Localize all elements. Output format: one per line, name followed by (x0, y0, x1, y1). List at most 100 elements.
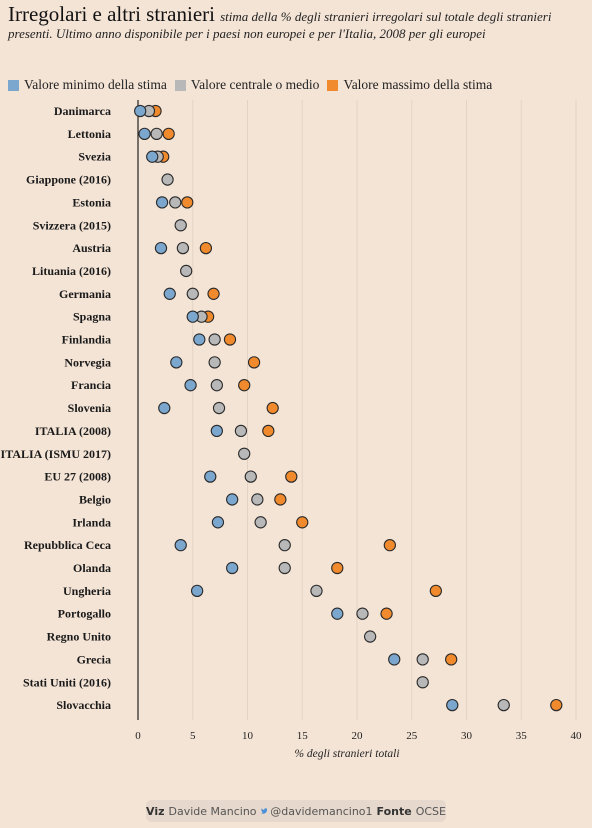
point-min (331, 607, 344, 620)
point-max (296, 516, 309, 529)
point-min (388, 653, 401, 666)
point-mid (251, 493, 264, 506)
point-mid (497, 698, 510, 712)
point-max (445, 653, 458, 666)
y-category-label: Giappone (2016) (26, 173, 111, 187)
point-min (226, 493, 239, 506)
footer-credits: Viz Davide Mancino @davidemancino1 Fonte… (146, 800, 446, 822)
y-category-label: Belgio (79, 492, 111, 506)
point-max (266, 401, 279, 415)
chart-subtitle: stima della % degli stranieri irregolari… (8, 9, 552, 41)
point-mid (310, 584, 323, 597)
point-mid (169, 196, 182, 209)
y-category-label: Svizzera (2015) (33, 218, 111, 232)
point-max (383, 539, 396, 552)
point-mid (278, 539, 291, 552)
y-category-label: Norvegia (64, 355, 111, 369)
point-min (146, 150, 159, 163)
x-tick-label: 30 (461, 730, 473, 742)
point-min (210, 424, 223, 438)
y-category-label: ITALIA (ISMU 2017) (1, 447, 111, 461)
chart-plot: 0 5 10 15 20 25 30 35 40 % degli stranieri totali… (1, 100, 583, 760)
legend-swatch-mid (174, 79, 186, 91)
point-mid (416, 676, 429, 689)
point-mid (363, 630, 377, 643)
twitter-bird-icon (260, 808, 268, 814)
x-tick-label: 15 (297, 730, 309, 742)
point-mid (238, 447, 251, 460)
point-min (158, 401, 171, 415)
chart-header: Irregolari e altri stranieri stima della… (8, 4, 586, 42)
point-min (446, 698, 459, 712)
y-category-label: Regno Unito (47, 630, 111, 644)
point-max (238, 379, 251, 392)
y-category-label: Portogallo (58, 607, 111, 621)
point-mid (254, 516, 267, 529)
footer-source: OCSE (415, 804, 446, 818)
legend-label-max: Valore massimo della stima (343, 77, 493, 92)
point-mid (244, 470, 257, 483)
point-mid (174, 219, 187, 232)
y-category-label: Lituania (2016) (32, 264, 111, 278)
point-max (331, 561, 344, 575)
point-mid (356, 607, 369, 620)
y-category-label: Ungheria (63, 584, 111, 598)
y-category-label: Slovenia (68, 401, 111, 415)
y-category-label: Irlanda (72, 515, 111, 529)
point-min (163, 287, 176, 300)
point-min (190, 584, 204, 597)
point-min (174, 539, 187, 552)
point-min (138, 127, 151, 140)
point-mid (161, 173, 174, 186)
point-mid (212, 401, 226, 415)
x-tick-label: 10 (242, 730, 254, 742)
legend-swatch-max (327, 79, 339, 91)
y-category-label: Lettonia (68, 127, 111, 141)
point-mid (416, 653, 429, 666)
legend-item-max: Valore massimo della stima (327, 77, 492, 93)
point-min (193, 333, 206, 346)
point-max (550, 698, 563, 712)
point-max (262, 424, 275, 438)
legend-swatch-min (8, 79, 19, 91)
footer-viz-label: Viz (146, 804, 165, 818)
point-mid (208, 356, 221, 369)
point-max (380, 607, 393, 620)
y-category-label: Estonia (72, 195, 111, 209)
y-category-label: Spagna (73, 310, 111, 324)
x-axis-label: % degli stranieri totali (294, 748, 399, 760)
y-category-label: Olanda (73, 561, 111, 575)
point-max (199, 241, 213, 255)
x-tick-label: 20 (352, 730, 364, 742)
y-category-label: Slovacchia (56, 698, 111, 712)
point-max (274, 493, 287, 506)
point-max (181, 196, 194, 209)
point-mid (234, 424, 248, 438)
point-mid (180, 264, 193, 278)
point-mid (186, 287, 199, 300)
legend-item-mid: Valore centrale o medio (174, 77, 320, 93)
y-category-label: Stati Uniti (2016) (23, 675, 111, 689)
chart-title: Irregolari e altri stranieri (8, 2, 215, 26)
footer-viz-author: Davide Mancino (168, 804, 257, 818)
point-max (207, 287, 220, 300)
legend-item-min: Valore minimo della stima (8, 77, 167, 93)
point-mid (176, 241, 190, 255)
legend-label-min: Valore minimo della stima (24, 77, 167, 92)
point-min (204, 470, 217, 483)
legend-label-mid: Valore centrale o medio (190, 77, 320, 92)
point-mid (278, 561, 291, 575)
point-mid (150, 127, 163, 140)
y-category-label: Francia (71, 378, 111, 392)
x-tick-label: 0 (135, 730, 141, 742)
y-category-label: Austria (72, 241, 111, 255)
point-max (162, 127, 175, 140)
point-min (155, 196, 169, 209)
x-tick-label: 25 (406, 730, 418, 742)
point-min (186, 310, 199, 323)
x-tick-label: 40 (571, 730, 583, 742)
x-tick-label: 35 (516, 730, 528, 742)
y-category-label: EU 27 (2008) (44, 470, 111, 484)
footer-handle: @davidemancino1 (270, 804, 373, 818)
point-min (170, 356, 183, 369)
